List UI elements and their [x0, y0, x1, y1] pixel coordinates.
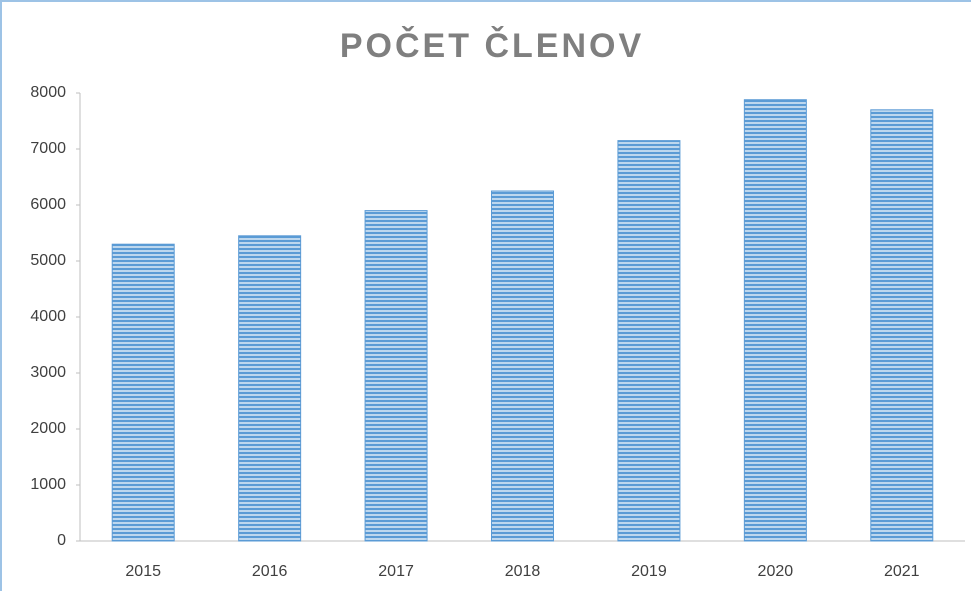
- bar: [743, 99, 807, 542]
- y-tick-label: 1000: [30, 476, 66, 493]
- bar: [617, 140, 681, 542]
- x-tick-label: 2015: [125, 563, 161, 580]
- bar: [491, 190, 554, 542]
- x-tick-label: 2017: [378, 563, 414, 580]
- x-tick-label: 2019: [631, 563, 667, 580]
- y-tick-label: 7000: [30, 140, 66, 157]
- y-tick-label: 0: [57, 532, 66, 549]
- x-tick-label: 2021: [884, 563, 920, 580]
- y-tick-label: 4000: [30, 308, 66, 325]
- bar: [238, 235, 302, 542]
- x-tick-label: 2020: [758, 563, 794, 580]
- y-tick-label: 2000: [30, 420, 66, 437]
- x-tick-label: 2018: [505, 563, 541, 580]
- chart-title: POČET ČLENOV: [340, 26, 644, 65]
- y-tick-label: 8000: [30, 84, 66, 101]
- y-tick-label: 6000: [30, 196, 66, 213]
- y-tick-label: 5000: [30, 252, 66, 269]
- bar: [364, 210, 428, 542]
- bar: [111, 243, 175, 542]
- x-tick-label: 2016: [252, 563, 288, 580]
- bar: [870, 109, 934, 542]
- y-tick-label: 3000: [30, 364, 66, 381]
